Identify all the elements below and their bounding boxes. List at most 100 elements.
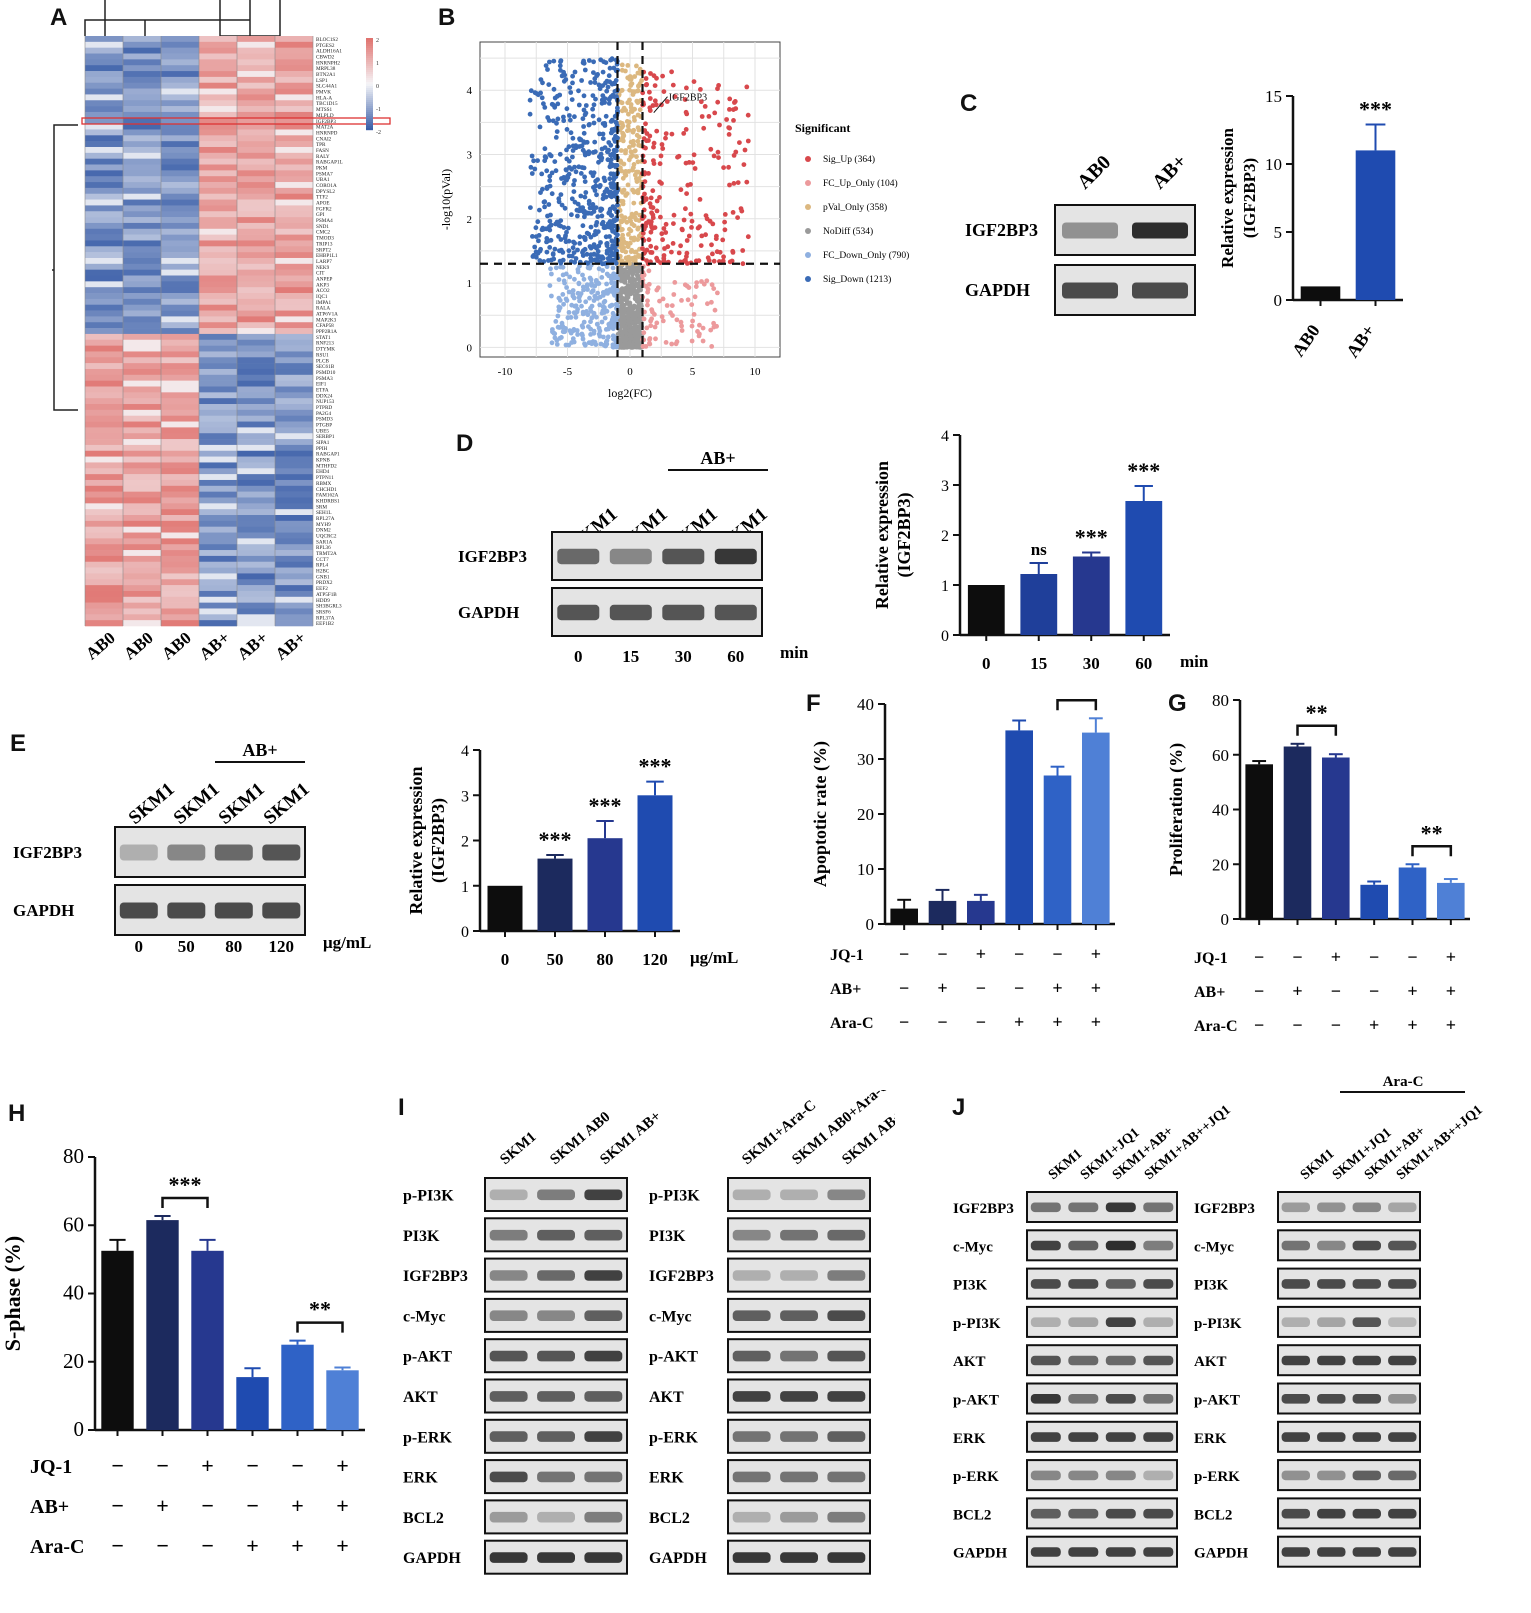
condition-sign: + <box>1407 1015 1417 1035</box>
heatmap-gene-label: PA2G4 <box>316 411 331 417</box>
heatmap-cell <box>237 567 275 574</box>
condition-sign: + <box>1091 1012 1101 1032</box>
blot-row-label: p-PI3K <box>403 1188 454 1205</box>
heatmap-gene-label: EEF1B2 <box>316 621 334 627</box>
volcano-point <box>584 230 590 236</box>
heatmap-cell <box>237 462 275 469</box>
heatmap-cell <box>275 94 313 101</box>
heatmap-cell <box>199 538 237 545</box>
heatmap-cell <box>199 567 237 574</box>
heatmap-cell <box>199 351 237 358</box>
volcano-point <box>635 138 641 144</box>
volcano-point <box>735 215 740 221</box>
heatmap-cell <box>199 339 237 346</box>
heatmap-cell <box>199 585 237 592</box>
heatmap-cell <box>85 222 123 230</box>
heatmap-scale-step <box>366 84 373 87</box>
heatmap-cell <box>275 398 313 405</box>
volcano-point <box>549 170 555 176</box>
blot-band <box>1281 1394 1310 1404</box>
volcano-point <box>620 198 626 204</box>
blot-band <box>1317 1394 1346 1404</box>
heatmap-cell <box>161 76 199 84</box>
heatmap-scale-step <box>366 116 373 119</box>
heatmap-cell <box>123 217 161 224</box>
heatmap-cell <box>275 199 313 206</box>
heatmap-cell <box>275 474 313 481</box>
volcano-point <box>547 218 553 224</box>
volcano-point <box>553 319 559 324</box>
volcano-point <box>673 341 679 347</box>
volcano-point <box>561 114 566 120</box>
volcano-point <box>543 63 549 68</box>
heatmap-cell <box>123 532 161 539</box>
heatmap-gene-label: CHCHD1 <box>316 487 337 493</box>
blot-band <box>1317 1202 1346 1213</box>
volcano-point <box>651 158 656 164</box>
volcano-point <box>547 283 553 288</box>
heatmap-gene-label: PMVK <box>316 90 331 96</box>
blot-band <box>732 1229 771 1241</box>
volcano-point <box>625 314 631 319</box>
volcano-point <box>571 189 577 195</box>
volcano-point <box>539 95 545 101</box>
heatmap-gene-label: MLPLD <box>316 113 334 119</box>
volcano-point <box>538 90 543 96</box>
volcano-point <box>615 276 620 281</box>
heatmap-cell <box>85 386 123 393</box>
blot-band <box>1317 1470 1346 1481</box>
volcano-point <box>647 89 652 95</box>
blot-lane-label: SKM1 <box>260 779 314 829</box>
heatmap-cell <box>199 468 237 475</box>
volcano-point <box>740 261 746 267</box>
heatmap-cell <box>123 544 161 551</box>
volcano-point <box>657 161 663 167</box>
volcano-point <box>619 290 624 295</box>
heatmap-cell <box>85 515 123 522</box>
heatmap-cell <box>199 146 237 154</box>
blot-band <box>584 1229 623 1241</box>
heatmap-gene-label: PTPRD <box>316 405 332 411</box>
volcano-point <box>571 339 577 345</box>
heatmap-cell <box>237 351 275 358</box>
condition-sign: − <box>1254 1015 1264 1035</box>
blot-row-label: p-AKT <box>953 1393 999 1409</box>
heatmap-cell <box>123 100 161 107</box>
volcano-point <box>612 292 617 298</box>
volcano-point <box>627 303 633 309</box>
volcano-point <box>711 258 717 264</box>
volcano-point <box>632 148 638 154</box>
heatmap-cell <box>123 555 161 563</box>
heatmap-cell <box>123 263 161 270</box>
heatmap-cell <box>85 550 123 557</box>
heatmap-scale-step <box>366 48 373 51</box>
volcano-point <box>584 251 590 257</box>
volcano-point <box>537 207 542 213</box>
volcano-point <box>634 169 639 175</box>
heatmap-cell <box>275 205 313 212</box>
heatmap-cell <box>161 293 199 300</box>
heatmap-gene-label: SRSF6 <box>316 609 331 615</box>
heatmap-cell <box>275 176 313 183</box>
blot-band <box>1030 1317 1061 1327</box>
volcano-point <box>628 235 634 241</box>
heatmap-scale-step <box>366 66 373 69</box>
volcano-point <box>702 104 708 109</box>
volcano-point <box>623 286 628 291</box>
heatmap-cell <box>199 596 237 603</box>
volcano-point <box>548 266 553 272</box>
heatmap-cell <box>85 427 123 434</box>
heatmap-cell <box>161 36 199 43</box>
blot-band <box>537 1270 575 1281</box>
heatmap-cell <box>85 211 123 218</box>
volcano-point <box>549 271 554 277</box>
volcano-annotation: IGF2BP3 <box>669 93 707 104</box>
volcano-point <box>664 303 670 308</box>
volcano-point <box>550 118 556 124</box>
heatmap-cell <box>161 328 199 335</box>
blot-row-label: ERK <box>649 1470 684 1487</box>
volcano-point <box>575 332 580 337</box>
blot-band <box>1030 1240 1061 1251</box>
volcano-point <box>546 258 551 263</box>
